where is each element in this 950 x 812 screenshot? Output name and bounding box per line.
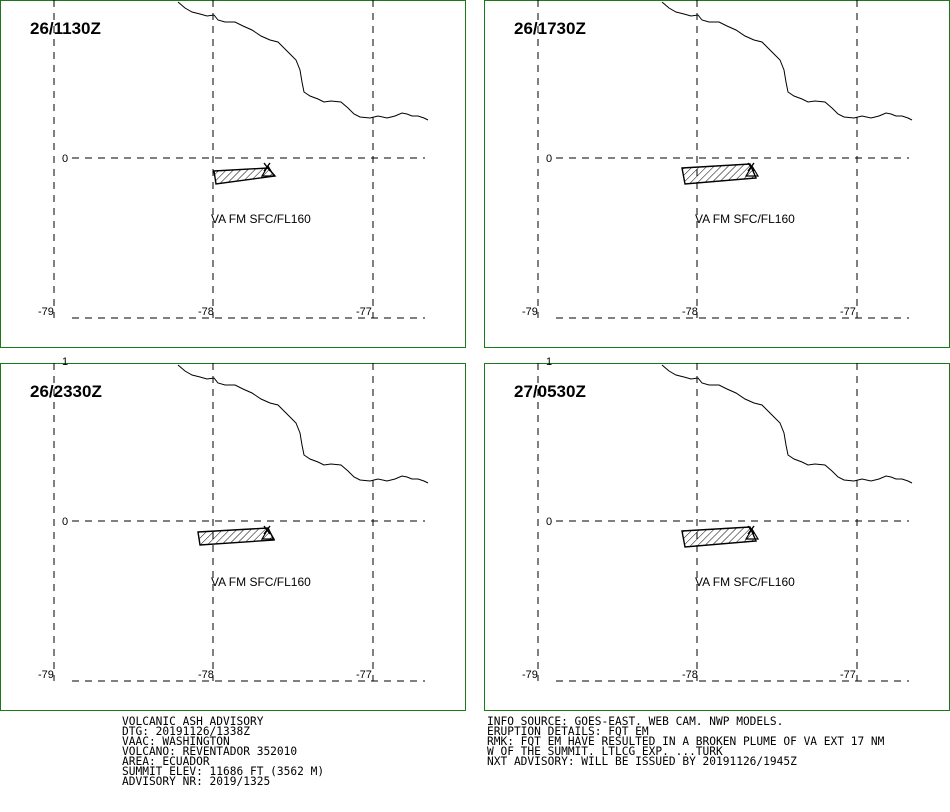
volcano-icon [744,525,760,540]
coastline [661,364,913,484]
map-panel: 26/1730Z VA FM SFC/FL160 0 -79 -78 -77 [484,0,950,348]
panel-time-title: 26/2330Z [30,382,102,401]
lat-tick-label-one: 1 [546,356,552,368]
advisory-info-left: VOLCANIC ASH ADVISORY DTG: 20191126/1338Z… [122,715,325,788]
advisory-line: INFO SOURCE: GOES-EAST. WEB CAM. NWP MOD… [487,715,784,728]
lon-tick-label: -79 [522,669,538,681]
advisory-info-right: INFO SOURCE: GOES-EAST. WEB CAM. NWP MOD… [487,715,885,768]
advisory-line: VOLCANO: REVENTADOR 352010 [122,745,298,758]
lon-tick-label: -79 [38,306,54,318]
advisory-line: ADVISORY NR: 2019/1325 [122,775,271,788]
va-level-label: VA FM SFC/FL160 [211,575,311,589]
lat-tick-label: 0 [62,516,68,528]
ash-plume [681,163,758,185]
coastline [177,364,429,484]
advisory-line: VAAC: WASHINGTON [122,735,230,748]
advisory-line: ERUPTION DETAILS: FQT EM [487,725,649,738]
va-level-label: VA FM SFC/FL160 [211,212,311,226]
volcano-icon [744,162,760,177]
advisory-line: AREA: ECUADOR [122,755,210,768]
advisory-line: W OF THE SUMMIT. LTLCG EXP. ...TURK [487,745,723,758]
va-level-label: VA FM SFC/FL160 [695,212,795,226]
coastline [661,1,913,121]
va-level-label: VA FM SFC/FL160 [695,575,795,589]
map-panel: 26/1130Z VA FM SFC/FL160 0 -79 -78 -77 [0,0,466,348]
advisory-line: RMK: FQT EM HAVE RESULTED IN A BROKEN PL… [487,735,885,748]
lon-tick-label: -77 [840,669,856,681]
lon-tick-label: -79 [522,306,538,318]
volcano-icon [260,525,276,540]
map-panel: 27/0530Z VA FM SFC/FL160 0 -79 -78 -77 1 [484,356,950,711]
lon-tick-label: -77 [840,306,856,318]
ash-plume [213,167,277,185]
lon-tick-label: -78 [198,669,214,681]
lon-tick-label: -77 [356,669,372,681]
lon-tick-label: -78 [682,669,698,681]
lon-tick-label: -78 [682,306,698,318]
panel-time-title: 26/1130Z [30,19,101,38]
lat-tick-label: 0 [62,153,68,165]
advisory-line: NXT ADVISORY: WILL BE ISSUED BY 20191126… [487,755,797,768]
lon-tick-label: -78 [198,306,214,318]
ash-plume [681,526,758,548]
advisory-line: VOLCANIC ASH ADVISORY [122,715,264,728]
advisory-line: SUMMIT ELEV: 11686 FT (3562 M) [122,765,325,778]
volcano-icon [260,162,276,177]
lat-tick-label: 0 [546,516,552,528]
advisory-line: DTG: 20191126/1338Z [122,725,250,738]
ash-plume [197,527,276,546]
lon-tick-label: -79 [38,669,54,681]
panel-time-title: 26/1730Z [514,19,586,38]
lat-tick-label-one: 1 [62,356,68,368]
lat-tick-label: 0 [546,153,552,165]
map-panel: 26/2330Z VA FM SFC/FL160 0 -79 -78 -77 1 [0,356,466,711]
lon-tick-label: -77 [356,306,372,318]
panel-time-title: 27/0530Z [514,382,586,401]
coastline [177,1,429,121]
